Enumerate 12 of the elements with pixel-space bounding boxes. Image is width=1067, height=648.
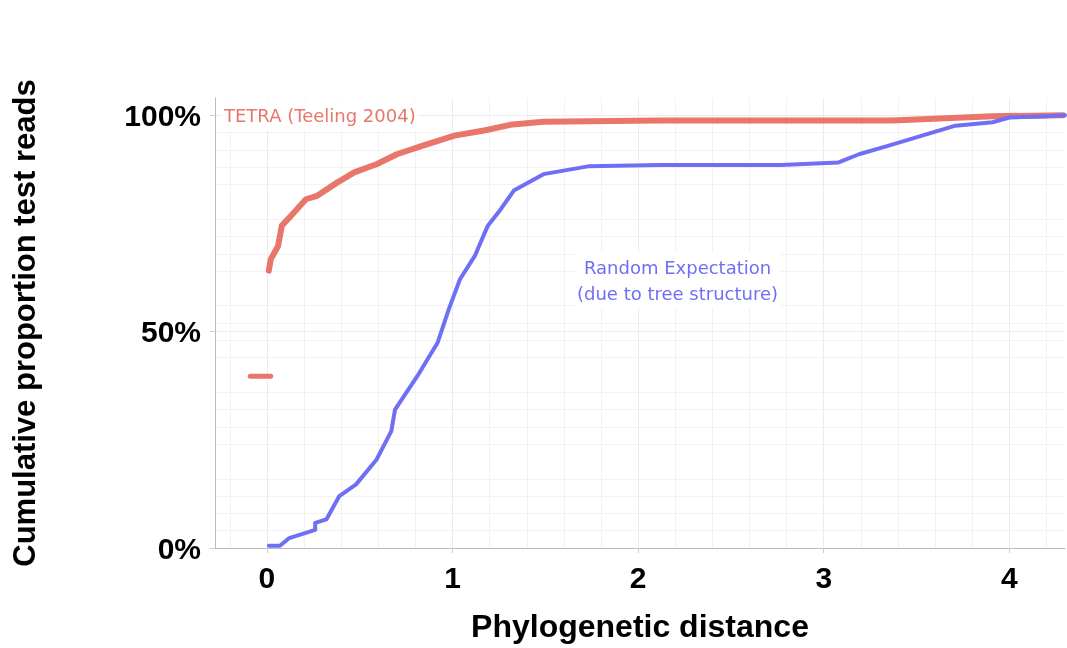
y-axis-title: Cumulative proportion test reads xyxy=(7,79,42,567)
x-tick-label: 0 xyxy=(258,560,276,594)
text: Random Expectation (due to tree structure) xyxy=(577,256,779,304)
x-axis-title: Phylogenetic distance xyxy=(471,608,809,644)
y-tick-label: 50% xyxy=(140,315,201,349)
series-label: TETRA (Teeling 2004) xyxy=(223,104,416,126)
x-tick-label: 4 xyxy=(1000,560,1018,594)
x-tick-label: 1 xyxy=(444,560,461,594)
y-tick-label: 100% xyxy=(124,98,201,132)
x-tick-label: 2 xyxy=(629,560,647,594)
x-tick-label: 3 xyxy=(815,560,833,594)
y-tick-label: 0% xyxy=(157,531,201,565)
